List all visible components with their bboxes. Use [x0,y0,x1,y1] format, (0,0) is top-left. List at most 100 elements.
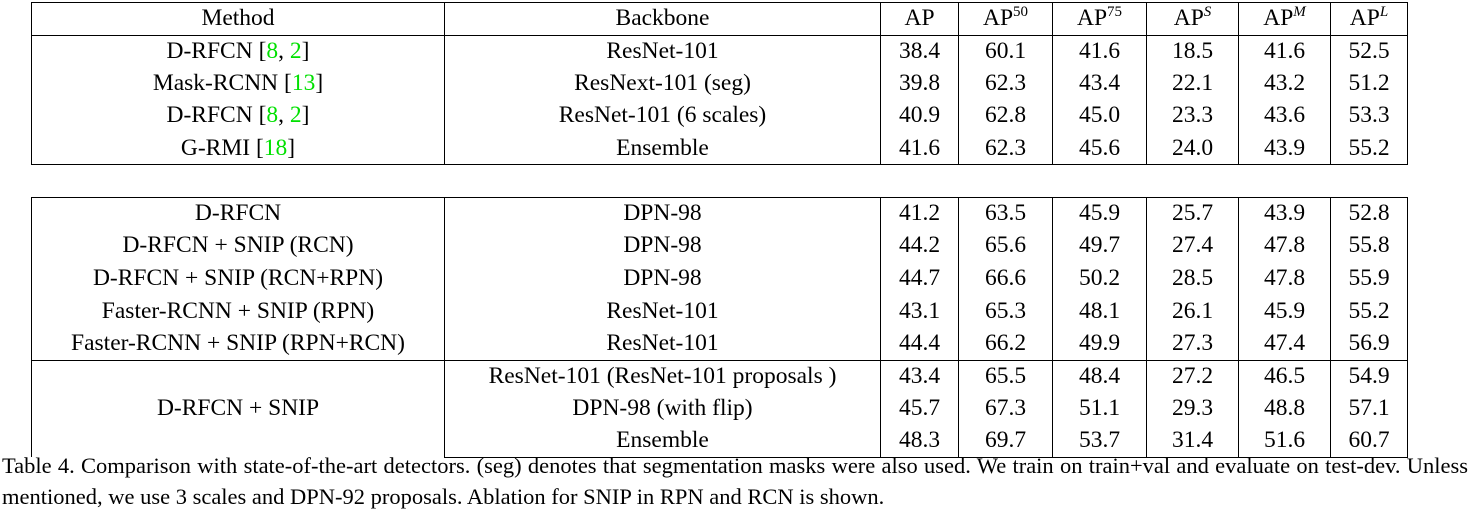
aps-cell: 24.0 [1146,132,1239,166]
header-aps: APS [1146,2,1239,36]
ap75-cell: 49.7 [1052,229,1147,263]
apm-cell-best: 51.6 [1238,424,1331,458]
ap50-cell: 65.6 [958,229,1053,263]
apm-cell: 43.6 [1238,100,1331,133]
table-caption: Table 4. Comparison with state-of-the-ar… [2,453,1468,509]
ap50-cell: 60.1 [958,35,1053,68]
table-row: D-RFCN [8, 2] ResNet-101 (6 scales) 40.9… [31,100,1408,133]
method-cell: D-RFCN + SNIP (RCN) [31,229,445,263]
header-ap50: AP50 [958,2,1053,36]
ap-cell: 43.1 [880,295,959,328]
header-apm: APM [1238,2,1331,36]
ap50-cell: 65.3 [958,295,1053,328]
ap-cell: 44.2 [880,229,959,263]
citation-link[interactable]: 8 [266,38,279,65]
ap75-cell: 41.6 [1052,35,1147,68]
ap50-cell: 63.5 [958,196,1053,230]
header-row: Method Backbone AP AP50 AP75 APS APM APL [31,2,1408,36]
ap75-cell: 48.4 [1052,360,1147,393]
citation-link[interactable]: 18 [263,134,288,161]
table-row: Faster-RCNN + SNIP (RPN+RCN) ResNet-101 … [31,327,1408,361]
backbone-cell: DPN-98 [444,229,881,263]
header-apl: APL [1330,2,1408,36]
table-row: DPN-98 (with flip) 45.7 67.3 51.1 29.3 4… [32,392,1408,425]
table-row: G-RMI [18] Ensemble 41.6 62.3 45.6 24.0 … [31,132,1408,166]
apl-cell: 52.8 [1330,196,1408,230]
ap-cell: 44.7 [880,262,959,296]
ap75-cell: 45.9 [1052,196,1147,230]
apl-cell: 52.5 [1330,35,1408,68]
apm-cell: 43.2 [1238,67,1331,101]
backbone-cell: ResNet-101 [444,35,881,68]
apm-cell: 43.9 [1238,132,1331,166]
ap50-cell: 62.3 [958,67,1053,101]
apm-cell: 47.8 [1238,262,1331,296]
table-row: D-RFCN + SNIP ResNet-101 (ResNet-101 pro… [31,360,1408,458]
citation-link[interactable]: 2 [289,102,302,129]
backbone-cell: ResNet-101 [444,295,881,328]
ap-cell: 43.4 [880,360,959,393]
apm-cell: 41.6 [1238,35,1331,68]
table-row: D-RFCN + SNIP (RCN+RPN) DPN-98 44.7 66.6… [31,262,1408,296]
ap75-cell: 48.1 [1052,295,1147,328]
ap50-cell: 62.8 [958,100,1053,133]
backbone-cell: Ensemble [444,424,881,458]
backbone-cell: DPN-98 [444,196,881,230]
apl-cell: 55.8 [1330,229,1408,263]
ap-cell: 41.6 [880,132,959,166]
table-row: Ensemble 48.3 69.7 53.7 31.4 51.6 60.7 [32,424,1408,458]
aps-cell: 28.5 [1146,262,1239,296]
apl-cell: 57.1 [1330,392,1408,425]
header-ap: AP [880,2,959,36]
apm-cell: 46.5 [1238,360,1331,393]
aps-cell: 23.3 [1146,100,1239,133]
apl-cell: 53.3 [1330,100,1408,133]
spacer-cell [32,165,1408,198]
method-cell: Faster-RCNN + SNIP (RPN) [31,295,445,328]
apl-cell: 55.2 [1330,295,1408,328]
method-cell: D-RFCN [8, 2] [31,35,445,68]
apm-cell: 47.8 [1238,229,1331,263]
comparison-table: Method Backbone AP AP50 AP75 APS APM APL… [31,2,1408,458]
aps-cell: 29.3 [1146,392,1239,425]
ap75-cell: 49.9 [1052,327,1147,361]
apl-cell: 56.9 [1330,327,1408,361]
method-cell: D-RFCN + SNIP (RCN+RPN) [31,262,445,296]
backbone-cell: DPN-98 (with flip) [444,392,881,425]
ap75-cell: 43.4 [1052,67,1147,101]
apm-cell: 43.9 [1238,196,1331,230]
aps-cell: 27.3 [1146,327,1239,361]
citation-link[interactable]: 13 [291,70,316,97]
method-cell: D-RFCN [31,196,445,230]
citation-link[interactable]: 2 [289,38,302,65]
ap50-cell: 65.5 [958,360,1053,393]
aps-cell: 18.5 [1146,35,1239,68]
table-row: D-RFCN + SNIP (RCN) DPN-98 44.2 65.6 49.… [31,229,1408,263]
ap50-cell: 62.3 [958,132,1053,166]
ap75-cell: 45.0 [1052,100,1147,133]
ap75-cell: 50.2 [1052,262,1147,296]
final-group: D-RFCN + SNIP ResNet-101 (ResNet-101 pro… [31,360,1408,458]
backbone-cell: ResNet-101 (6 scales) [444,100,881,133]
method-cell: D-RFCN + SNIP [31,360,445,458]
ap-cell: 40.9 [880,100,959,133]
aps-cell: 27.2 [1146,360,1239,393]
ap50-cell: 67.3 [958,392,1053,425]
method-cell: G-RMI [18] [31,132,445,166]
method-cell: D-RFCN [8, 2] [31,100,445,133]
ap-cell-best: 48.3 [880,424,959,458]
aps-cell: 26.1 [1146,295,1239,328]
ap-cell: 38.4 [880,35,959,68]
table-row: Faster-RCNN + SNIP (RPN) ResNet-101 43.1… [31,295,1408,328]
ap-cell: 45.7 [880,392,959,425]
aps-cell: 22.1 [1146,67,1239,101]
ap50-cell: 66.6 [958,262,1053,296]
ap75-cell-best: 53.7 [1052,424,1147,458]
citation-link[interactable]: 8 [266,102,279,129]
apm-cell: 45.9 [1238,295,1331,328]
table-row: Mask-RCNN [13] ResNext-101 (seg) 39.8 62… [31,67,1408,101]
aps-cell: 25.7 [1146,196,1239,230]
sota-group: D-RFCN [8, 2] ResNet-101 38.4 60.1 41.6 … [31,35,1408,166]
header-ap75: AP75 [1052,2,1147,36]
backbone-cell: DPN-98 [444,262,881,296]
